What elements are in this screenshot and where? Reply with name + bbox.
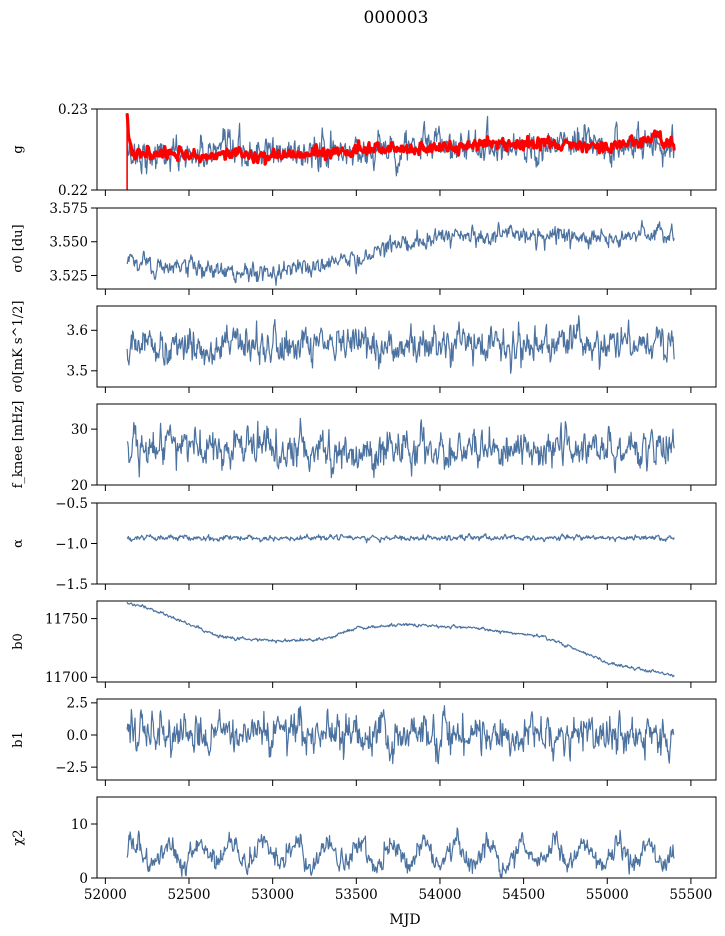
series-group-alpha	[126, 532, 675, 544]
x-tick-label: 54000	[418, 887, 461, 903]
series-group-fknee	[126, 417, 675, 479]
y-tick-label: 0.23	[58, 102, 88, 118]
y-tick-label: 10	[71, 817, 88, 833]
panel-frame-fknee	[96, 403, 717, 486]
y-tick-label: 30	[71, 422, 88, 438]
x-tick-label: 52500	[168, 887, 211, 903]
y-axis-label-sigma0_du: σ0 [du]	[11, 224, 26, 272]
y-tick-label: 11750	[45, 611, 88, 627]
series-group-b0	[126, 601, 675, 678]
panel-b1: −2.5 0.0 2.5 b1	[11, 696, 717, 786]
y-tick-label: 0	[79, 871, 88, 887]
panel-frame-chi2	[96, 796, 717, 879]
panel-fknee: 20 30 f_knee [mHz]	[11, 401, 717, 494]
y-tick-label: 11700	[45, 670, 88, 686]
series-group-g	[125, 113, 676, 190]
y-tick-label: −0.5	[55, 496, 88, 512]
series-line-sigma0_du	[126, 219, 675, 286]
y-tick-label: 3.550	[49, 235, 88, 251]
x-tick-label: 52000	[84, 887, 127, 903]
series-line-b0	[126, 601, 675, 678]
y-tick-label: −1.5	[55, 577, 88, 593]
series-line-g	[126, 115, 675, 177]
y-axis-label-b1: b1	[11, 731, 26, 748]
series-line-b1	[126, 705, 675, 765]
y-axis-label-b0: b0	[11, 633, 26, 650]
series-group-b1	[126, 705, 675, 765]
series-group-chi2	[126, 827, 675, 878]
series-line-alpha	[126, 532, 675, 544]
x-tick-label: 55000	[586, 887, 629, 903]
y-tick-label: 3.525	[49, 268, 88, 284]
panel-chi2: 0 10 52000 52500 53000 53500 54000 54500 55000 55…	[11, 796, 717, 903]
y-axis-label-sigma0_mks: σ0[mK s^1/2]	[11, 301, 26, 393]
x-tick-label: 53500	[335, 887, 378, 903]
panel-frame-g	[96, 108, 717, 191]
x-tick-label: 53000	[251, 887, 294, 903]
y-tick-label: 20	[71, 478, 88, 494]
x-axis-label: MJD	[389, 912, 420, 928]
y-axis-label-g: g	[11, 145, 26, 153]
y-tick-label: 3.6	[67, 323, 88, 339]
series-line-overlay-g	[125, 113, 676, 166]
series-line-sigma0_mks	[126, 315, 675, 374]
panel-frame-sigma0_du	[96, 207, 717, 290]
y-tick-label: 2.5	[67, 696, 88, 712]
panel-sigma0_mks: 3.5 3.6 σ0[mK s^1/2]	[11, 301, 717, 393]
figure-title: 000003	[364, 8, 429, 28]
panel-g: 0.22 0.23 g	[11, 102, 717, 199]
y-tick-label: 0.0	[67, 728, 88, 744]
series-line-fknee	[126, 417, 675, 479]
y-tick-label: −1.0	[55, 536, 88, 552]
panel-frame-b0	[96, 600, 717, 683]
y-axis-label-alpha: α	[11, 539, 26, 548]
y-axis-label-chi2: χ2	[11, 829, 26, 845]
panels: 0.22 0.23 g 3.525 3.550 3.575 σ0 [du] 3.5 3.6 σ0[…	[11, 102, 717, 903]
x-tick-label: 54500	[502, 887, 545, 903]
y-tick-label: −2.5	[55, 760, 88, 776]
x-tick-label: 55500	[669, 887, 712, 903]
panel-sigma0_du: 3.525 3.550 3.575 σ0 [du]	[11, 201, 717, 295]
y-tick-label: 3.575	[49, 201, 88, 217]
y-tick-label: 0.22	[58, 183, 88, 199]
y-tick-label: 3.5	[67, 364, 88, 380]
y-axis-label-fknee: f_knee [mHz]	[11, 401, 26, 489]
series-group-sigma0_mks	[126, 315, 675, 374]
series-line-chi2	[126, 827, 675, 878]
series-group-sigma0_du	[126, 219, 675, 286]
panel-frame-sigma0_mks	[96, 305, 717, 388]
panel-b0: 11700 11750 b0	[11, 600, 717, 688]
panel-frame-b1	[96, 698, 717, 781]
panel-alpha: −1.5 −1.0 −0.5 α	[11, 496, 717, 593]
panel-frame-alpha	[96, 502, 717, 585]
